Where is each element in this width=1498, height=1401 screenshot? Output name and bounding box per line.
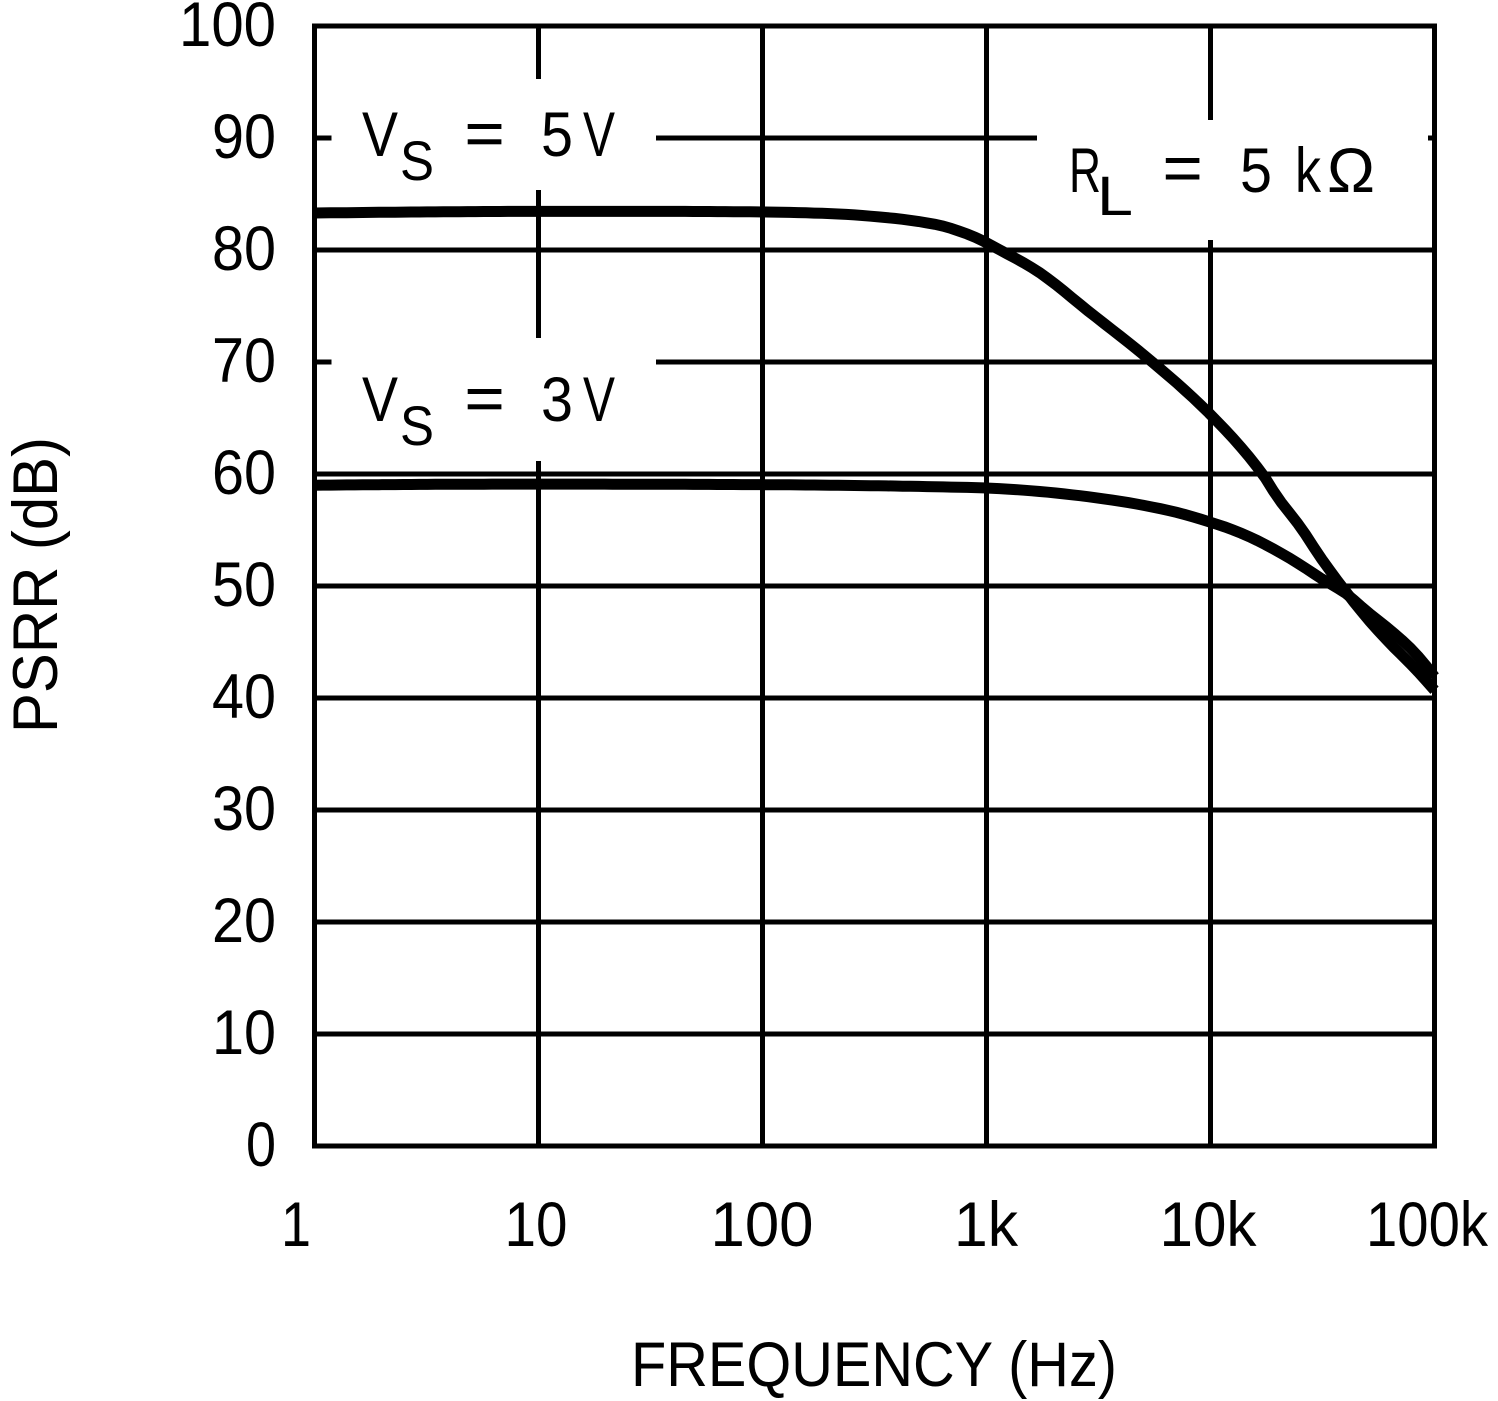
svg-text:80: 80	[212, 214, 276, 284]
svg-text:V: V	[583, 365, 615, 435]
svg-text:V: V	[362, 100, 398, 170]
svg-text:30: 30	[212, 774, 276, 844]
svg-text:V: V	[362, 365, 398, 435]
svg-text:L: L	[1097, 164, 1133, 227]
svg-text:S: S	[400, 394, 434, 457]
svg-text:5: 5	[1240, 136, 1272, 206]
svg-text:PSRR (dB): PSRR (dB)	[1, 437, 71, 733]
svg-text:10: 10	[505, 1190, 568, 1260]
svg-text:70: 70	[212, 326, 276, 396]
svg-text:100k: 100k	[1366, 1190, 1488, 1260]
svg-text:20: 20	[212, 886, 276, 956]
svg-text:10: 10	[212, 998, 276, 1068]
svg-text:k: k	[1295, 136, 1321, 206]
svg-text:60: 60	[212, 438, 276, 508]
svg-text:3: 3	[541, 365, 573, 435]
svg-text:R: R	[1069, 136, 1101, 206]
svg-text:90: 90	[212, 102, 276, 172]
svg-text:FREQUENCY (Hz): FREQUENCY (Hz)	[631, 1330, 1117, 1400]
svg-text:S: S	[400, 129, 434, 192]
svg-text:0: 0	[246, 1110, 276, 1180]
svg-text:10k: 10k	[1160, 1190, 1257, 1260]
svg-text:50: 50	[212, 550, 276, 620]
svg-text:1: 1	[281, 1190, 311, 1260]
svg-text:40: 40	[212, 662, 276, 732]
svg-text:V: V	[583, 100, 615, 170]
svg-text:100: 100	[179, 0, 276, 60]
svg-text:1k: 1k	[954, 1190, 1018, 1260]
svg-text:100: 100	[711, 1190, 814, 1260]
svg-text:Ω: Ω	[1327, 136, 1375, 206]
svg-text:5: 5	[541, 100, 573, 170]
